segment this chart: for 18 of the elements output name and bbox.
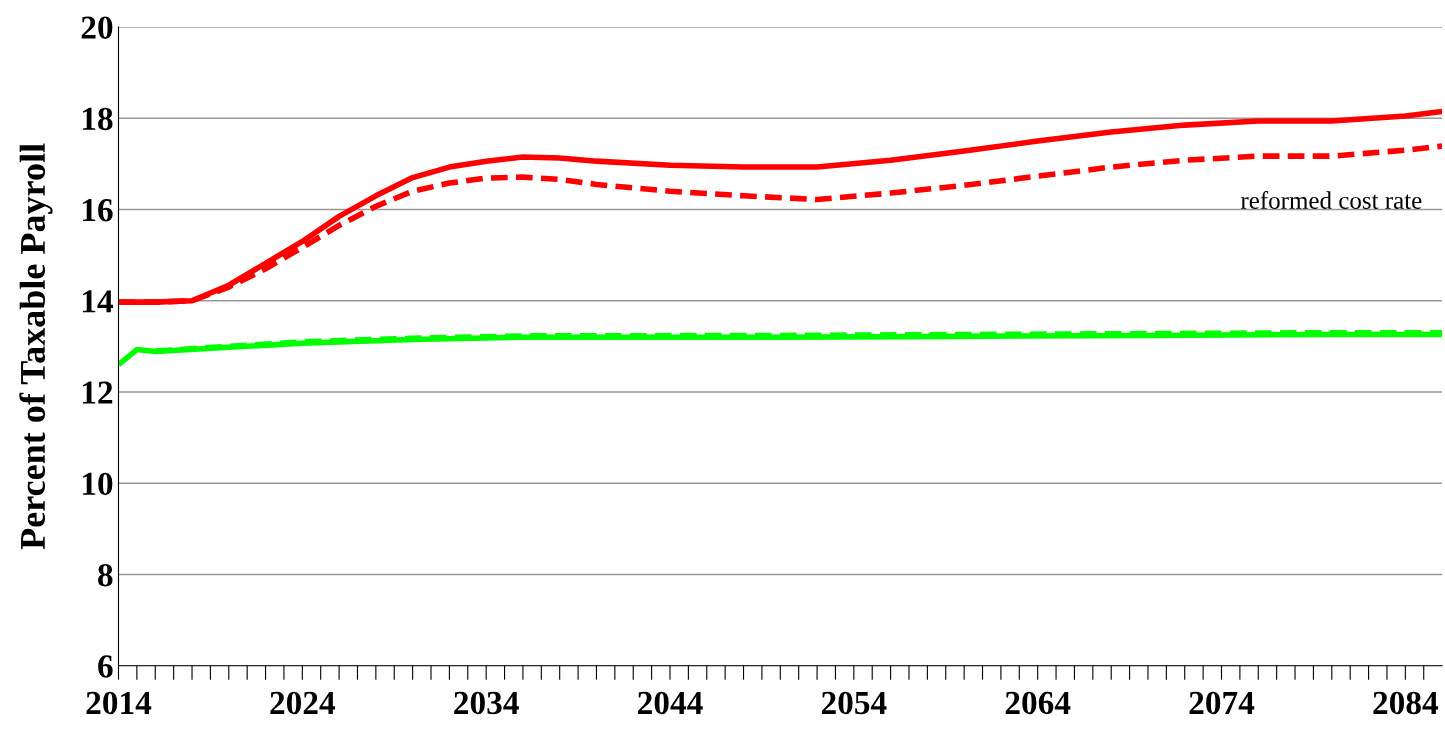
y-tick-label: 10 xyxy=(82,472,113,496)
x-tick-label: 2044 xyxy=(638,691,703,715)
y-tick-label: 6 xyxy=(98,655,113,678)
x-tick-label: 2014 xyxy=(86,691,152,715)
y-tick-label: 14 xyxy=(82,290,114,313)
x-tick-label: 2084 xyxy=(1373,691,1439,715)
x-tick-label: 2064 xyxy=(1005,691,1071,715)
y-tick-label: 18 xyxy=(82,107,113,131)
y-tick-label: 8 xyxy=(98,563,113,587)
y-tick-label: 20 xyxy=(81,16,113,39)
x-tick-label: 2054 xyxy=(821,691,887,715)
x-tick-label: 2034 xyxy=(454,691,519,715)
x-tick-label: 2024 xyxy=(270,691,336,715)
y-axis-title: Percent of Taxable Payroll xyxy=(19,143,53,550)
y-tick-label: 16 xyxy=(82,199,113,222)
x-tick-label: 2074 xyxy=(1189,691,1255,715)
annotation: reformed cost rate xyxy=(1240,191,1422,209)
y-tick-label: 12 xyxy=(82,381,113,404)
